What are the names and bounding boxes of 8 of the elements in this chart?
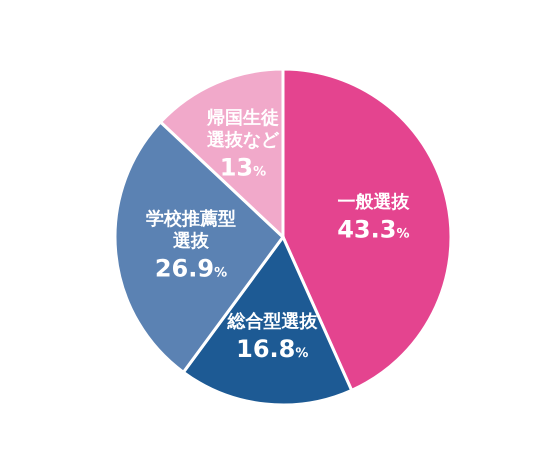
slice-label: 総合型選抜 — [226, 311, 318, 332]
data-label: 16.8% — [236, 335, 308, 364]
data-label: 13% — [220, 153, 266, 182]
data-label: 26.9% — [154, 254, 228, 282]
slice-label: 帰国生徒選抜など — [206, 107, 280, 150]
data-label: 43.3% — [337, 216, 410, 244]
slice-label: 学校推薦型選抜 — [146, 208, 236, 252]
slice-label: 一般選抜 — [337, 192, 410, 213]
